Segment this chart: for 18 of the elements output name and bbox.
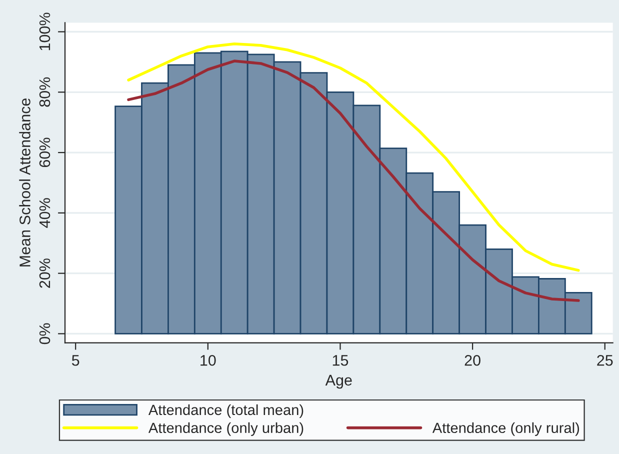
y-tick-label: 20% [39,258,50,288]
y-tick-label: 40% [39,198,50,228]
line-series [127,42,580,272]
y-tick-label: 80% [39,77,50,107]
x-tick-label: 20 [464,354,480,366]
y-tick-label: 100% [39,12,50,50]
y-tick-label: 0% [39,323,50,344]
y-tick-label: 60% [39,138,50,168]
x-tick-label: 25 [597,354,613,366]
line-series [127,60,580,302]
legend-label: Attendance (only urban) [148,422,304,436]
x-tick-label: 10 [200,354,216,366]
legend-label: Attendance (only rural) [432,422,580,436]
x-tick-label: 15 [332,355,348,366]
legend-label: Attendance (total mean) [148,404,304,418]
x-axis-title: Age [325,374,352,389]
y-axis-title: Mean School Attendance [19,98,30,266]
x-tick-label: 5 [72,355,80,366]
